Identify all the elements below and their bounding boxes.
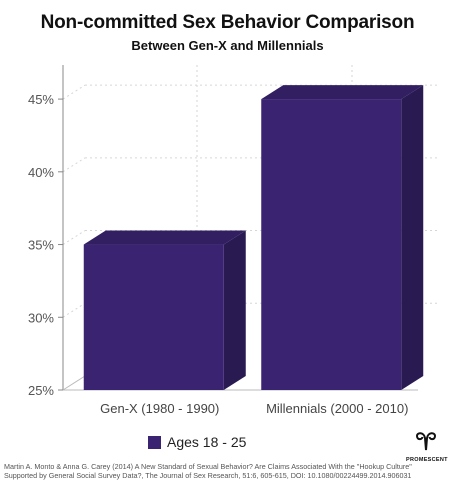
grid-line-depth — [62, 230, 86, 245]
y-tick-label: 40% — [28, 165, 54, 180]
y-tick-label: 25% — [28, 383, 54, 398]
promescent-logo-icon — [416, 432, 437, 451]
legend: Ages 18 - 25 — [148, 434, 246, 450]
floor-edge — [62, 375, 86, 391]
bar-chart: 25% 30% 35% 40% 45% Gen-X (1980 - 1990) Millen… — [28, 65, 440, 416]
grid-line-depth — [62, 302, 86, 318]
x-tick-label: Gen-X (1980 - 1990) — [100, 401, 219, 416]
bar-top — [261, 85, 424, 100]
grid-line-depth — [62, 84, 86, 100]
bar-side — [223, 230, 246, 390]
citation: Martin A. Monto & Anna G. Carey (2014) A… — [4, 462, 452, 480]
chart-subtitle: Between Gen-X and Millennials — [131, 38, 324, 53]
y-tick-label: 30% — [28, 310, 54, 325]
citation-line-1: Martin A. Monto & Anna G. Carey (2014) A… — [4, 462, 412, 471]
y-tick-label: 45% — [28, 92, 54, 107]
citation-line-2: Supported by General Social Survey Data?… — [4, 471, 412, 480]
chart-title: Non-committed Sex Behavior Comparison — [40, 12, 415, 33]
bar-top — [83, 230, 246, 245]
bar — [83, 244, 224, 390]
grid-line-depth — [62, 157, 86, 173]
bar — [261, 99, 402, 390]
legend-swatch — [148, 435, 161, 449]
y-tick-label: 35% — [28, 238, 54, 253]
legend-label: Ages 18 - 25 — [167, 434, 247, 450]
logo-text: PROMESCENT — [406, 457, 448, 463]
bar-side — [401, 85, 424, 390]
brand-logo: PROMESCENT — [406, 432, 448, 463]
x-tick-label: Millennials (2000 - 2010) — [266, 401, 408, 416]
